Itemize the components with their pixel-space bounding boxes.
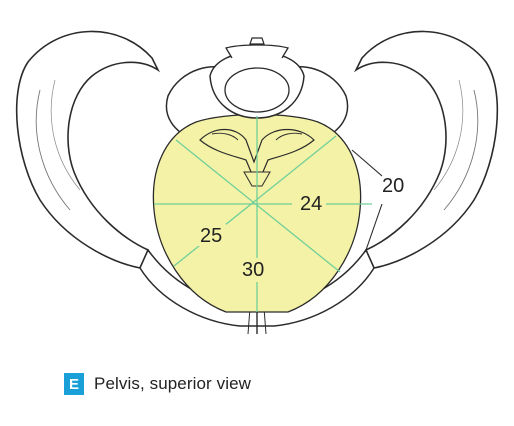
pelvis-diagram: 24 25 30 20	[0, 0, 514, 350]
side-measure: 20	[382, 175, 404, 197]
caption-text: Pelvis, superior view	[94, 374, 251, 394]
left-iliac-wing	[17, 31, 158, 268]
right-iliac-wing	[356, 31, 497, 268]
transverse-measure: 24	[300, 193, 322, 215]
lumbar-vertebra	[210, 38, 304, 118]
caption-badge: E	[64, 373, 84, 395]
conjugate-measure: 30	[242, 259, 264, 281]
figure-caption: E Pelvis, superior view	[64, 372, 251, 396]
oblique-measure: 25	[200, 225, 222, 247]
